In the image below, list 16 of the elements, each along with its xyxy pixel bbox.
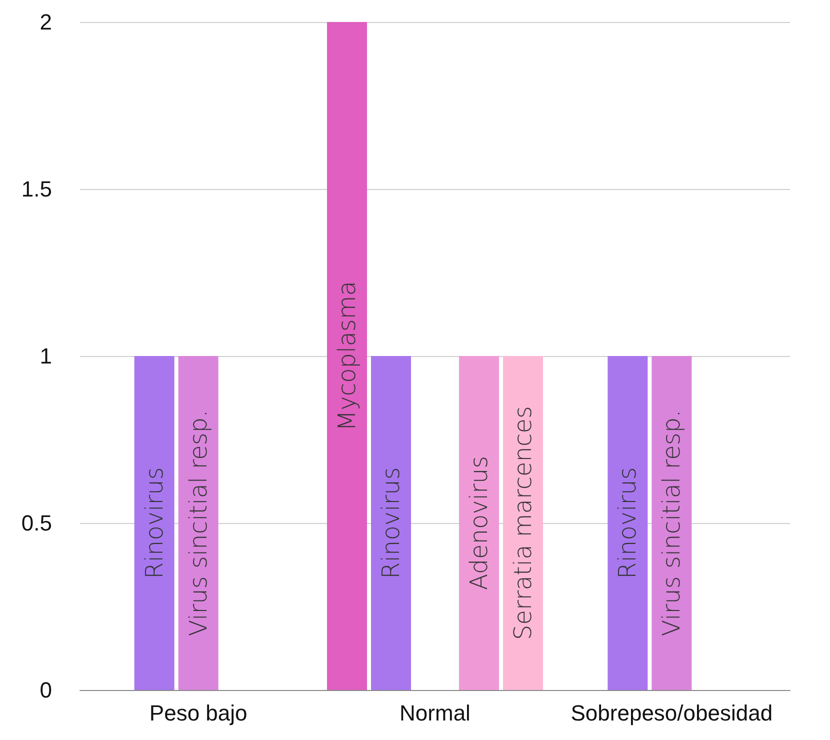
series-label: Rinovirus (140, 467, 168, 579)
x-tick-label: Sobrepeso/obesidad (570, 700, 773, 726)
series-label: Virus sincitial resp. (184, 410, 212, 636)
series-label: Adenovirus (465, 456, 493, 590)
text: Virus sincitial resp. (658, 410, 686, 636)
x-tick-label: Normal (400, 700, 470, 726)
text: Rinovirus (377, 467, 405, 579)
series-label: Mycoplasma (333, 281, 361, 431)
text: Rinovirus (614, 467, 642, 579)
x-tick-label: Peso bajo (149, 700, 248, 726)
y-tick-label: 0.5 (21, 510, 52, 536)
y-tick-label: 2 (40, 10, 52, 34)
y-tick-label: 0 (40, 678, 52, 702)
y-tick-label: 1.5 (21, 176, 52, 202)
series-label: Serratia marcences (509, 406, 537, 640)
y-tick-label: 1 (40, 344, 52, 368)
